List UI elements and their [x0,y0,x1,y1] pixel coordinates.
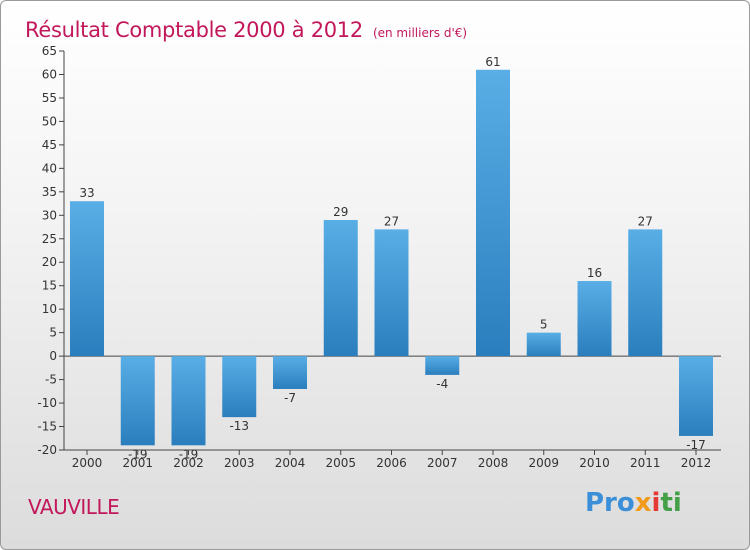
bar-2005 [323,219,358,357]
x-tick-label: 2009 [528,456,559,470]
y-tick-label: 20 [42,255,57,269]
x-tick-label: 2005 [325,456,356,470]
logo-part-x: x [634,488,652,518]
bar-2002 [171,356,206,446]
logo-part-i: i [651,488,661,518]
y-tick-label: 0 [49,349,57,363]
x-tick-label: 2010 [579,456,610,470]
proxiti-logo[interactable]: Proxiti [585,488,682,518]
y-tick-label: 55 [42,91,57,105]
x-tick-label: 2003 [224,456,255,470]
y-tick-label: 60 [42,67,57,81]
chart-title: Résultat Comptable 2000 à 2012 (en millie… [25,7,467,45]
x-tick-label: 2011 [630,456,661,470]
logo-part-ti: ti [660,488,682,518]
data-label-2004: -7 [284,391,296,405]
data-label-2007: -4 [436,377,448,391]
y-tick-label: 30 [42,208,57,222]
data-label-2000: 33 [79,186,94,200]
data-label-2001: -19 [128,447,148,461]
data-label-2005: 29 [333,205,348,219]
data-label-2002: -19 [179,447,199,461]
x-tick-label: 2006 [376,456,407,470]
bar-2004 [273,356,307,389]
commune-name: VAUVILLE [28,495,120,519]
bar-2010 [577,281,612,357]
chart-axes: -20 -15 -10 -5 0 5 10 15 20 25 30 35 40 45 50 55 60 65 200… [37,44,721,470]
y-tick-label: -5 [45,373,57,387]
y-tick-label: -10 [37,396,57,410]
bar-2007 [425,356,460,375]
data-label-2011: 27 [638,214,653,228]
y-tick-label: 45 [42,138,57,152]
x-tick-label: 2001 [122,456,153,470]
chart-bars [70,69,713,446]
data-label-2012: -17 [686,438,706,452]
y-tick-label: 50 [42,114,57,128]
y-tick-label: 5 [49,326,57,340]
chart-title-text: Résultat Comptable 2000 à 2012 [25,18,363,42]
y-tick-label: 15 [42,279,57,293]
bar-2011 [628,229,663,357]
bar-2006 [374,229,409,357]
chart-unit-label: (en milliers d'€) [372,26,468,40]
data-label-2010: 16 [587,266,602,280]
x-tick-label: 2004 [275,456,306,470]
y-tick-label: -20 [37,443,57,457]
bar-2001 [120,356,155,446]
y-tick-label: 35 [42,185,57,199]
x-tick-label: 2012 [681,456,712,470]
x-tick-label: 2000 [72,456,103,470]
data-label-2008: 61 [485,55,500,69]
data-label-2003: -13 [229,419,249,433]
data-label-2006: 27 [384,214,399,228]
data-label-2009: 5 [540,318,548,332]
y-tick-label: 10 [42,302,57,316]
bar-2003 [222,356,257,418]
bar-2012 [679,356,713,436]
x-tick-label: 2008 [478,456,509,470]
bar-2009 [526,332,561,357]
x-tick-label: 2002 [173,456,204,470]
y-tick-label: -15 [37,420,57,434]
y-tick-label: 65 [42,44,57,58]
bar-2000 [70,201,104,357]
chart-data-labels: 33 -19 -19 -13 -7 29 27 -4 61 5 16 27 -17 [79,55,705,462]
y-tick-label: 40 [42,161,57,175]
x-tick-label: 2007 [427,456,458,470]
logo-part-pro: Pro [585,488,635,518]
y-tick-label: 25 [42,232,57,246]
bar-2008 [476,69,510,357]
